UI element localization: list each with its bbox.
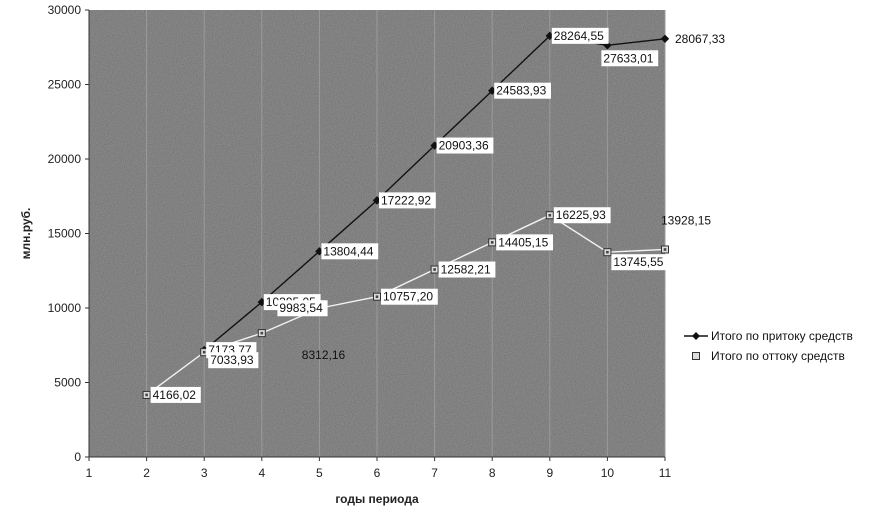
x-tick-label: 8 bbox=[489, 466, 496, 480]
y-tick-label: 25000 bbox=[48, 78, 82, 92]
data-label-text: 28067,33 bbox=[675, 32, 725, 46]
y-tick-label: 30000 bbox=[48, 3, 82, 17]
data-label-text: 16225,93 bbox=[556, 208, 606, 222]
outflow-data-label: 13745,55 bbox=[611, 254, 669, 271]
data-label-box bbox=[208, 352, 259, 369]
legend-label-inflow: Итого по притоку средств bbox=[711, 329, 853, 343]
inflow-data-label: 20903,36 bbox=[436, 137, 494, 154]
data-label-box bbox=[496, 234, 553, 251]
outflow-point-inner bbox=[260, 331, 264, 335]
inflow-point bbox=[545, 31, 554, 41]
data-label-text: 4166,02 bbox=[153, 388, 197, 402]
outflow-data-label: 14405,15 bbox=[496, 234, 553, 251]
data-label-text: 13804,44 bbox=[323, 244, 373, 258]
data-label-box bbox=[553, 207, 611, 224]
data-label-text: 27633,01 bbox=[603, 51, 653, 65]
data-label-text: 8312,16 bbox=[302, 348, 346, 362]
x-tick-label: 6 bbox=[374, 466, 381, 480]
outflow-data-label: 13928,15 bbox=[661, 213, 711, 227]
data-label-box bbox=[379, 192, 436, 209]
x-axis-title: годы периода bbox=[335, 492, 419, 506]
x-tick-label: 5 bbox=[316, 466, 323, 480]
outflow-data-label: 8312,16 bbox=[302, 348, 346, 362]
data-label-box bbox=[321, 243, 379, 260]
data-label-text: 14405,15 bbox=[498, 235, 548, 249]
data-label-text: 10757,20 bbox=[383, 290, 433, 304]
outflow-point-inner bbox=[375, 295, 379, 299]
outflow-point-inner bbox=[145, 393, 148, 397]
x-tick-label: 7 bbox=[431, 466, 438, 480]
data-label-box bbox=[494, 82, 551, 99]
inflow-point bbox=[660, 34, 670, 43]
data-label-text: 17222,92 bbox=[381, 193, 431, 207]
y-axis-title: млн.руб. bbox=[19, 208, 33, 260]
data-label-text: 13928,15 bbox=[661, 213, 711, 227]
inflow-data-label: 28067,33 bbox=[675, 32, 725, 46]
outflow-point-inner bbox=[548, 213, 552, 217]
legend-swatch-inflow-marker bbox=[692, 332, 700, 340]
inflow-data-label: 13804,44 bbox=[321, 243, 379, 260]
inflow-data-label: 24583,93 bbox=[494, 82, 551, 99]
data-label-box bbox=[601, 50, 659, 67]
y-tick-label: 5000 bbox=[54, 376, 81, 390]
data-label-text: 9983,54 bbox=[279, 301, 323, 315]
data-label-text: 7033,93 bbox=[210, 353, 254, 367]
data-label-text: 20903,36 bbox=[439, 139, 489, 153]
y-tick-label: 20000 bbox=[48, 152, 82, 166]
data-label-box bbox=[438, 261, 496, 278]
data-label-box bbox=[150, 386, 201, 403]
x-tick-label: 10 bbox=[601, 466, 615, 480]
outflow-data-label: 10757,20 bbox=[381, 288, 438, 305]
inflow-point bbox=[315, 247, 324, 256]
y-tick-label: 10000 bbox=[48, 301, 82, 315]
y-tick-label: 0 bbox=[74, 450, 81, 464]
outflow-data-label: 4166,02 bbox=[150, 386, 201, 403]
outflow-data-label: 9983,54 bbox=[277, 300, 328, 317]
x-tick-label: 2 bbox=[143, 466, 150, 480]
inflow-data-label: 17222,92 bbox=[379, 192, 436, 209]
legend-swatch-outflow-marker bbox=[692, 352, 700, 360]
outflow-point-inner bbox=[433, 268, 436, 271]
data-label-box bbox=[611, 254, 669, 271]
legend: Итого по притоку средств Итого по оттоку … bbox=[684, 329, 853, 363]
data-label-box bbox=[436, 137, 494, 154]
outflow-data-label: 7033,93 bbox=[208, 352, 259, 369]
data-label-text: 24583,93 bbox=[496, 84, 546, 98]
x-tick-label: 3 bbox=[201, 466, 208, 480]
data-label-box bbox=[277, 300, 328, 317]
x-tick-label: 9 bbox=[546, 466, 553, 480]
outflow-point-inner bbox=[202, 350, 206, 354]
outflow-point-inner bbox=[490, 241, 494, 244]
data-label-text: 28264,55 bbox=[554, 29, 604, 43]
outflow-data-label: 16225,93 bbox=[553, 207, 611, 224]
outflow-point-inner bbox=[606, 250, 609, 254]
outflow-point-inner bbox=[663, 248, 667, 251]
inflow-point bbox=[603, 41, 612, 50]
data-label-text: 13745,55 bbox=[613, 255, 663, 269]
x-tick-label: 11 bbox=[659, 466, 672, 480]
data-label-text: 12582,21 bbox=[441, 263, 491, 277]
legend-label-outflow: Итого по оттоку средств bbox=[711, 349, 845, 363]
data-label-box bbox=[381, 288, 438, 305]
x-tick-label: 1 bbox=[86, 466, 93, 480]
y-tick-label: 15000 bbox=[48, 227, 82, 241]
outflow-data-label: 12582,21 bbox=[438, 261, 496, 278]
data-label-box bbox=[551, 27, 609, 44]
inflow-data-label: 28264,55 bbox=[551, 27, 609, 44]
inflow-data-label: 27633,01 bbox=[601, 50, 659, 67]
x-tick-label: 4 bbox=[258, 466, 265, 480]
